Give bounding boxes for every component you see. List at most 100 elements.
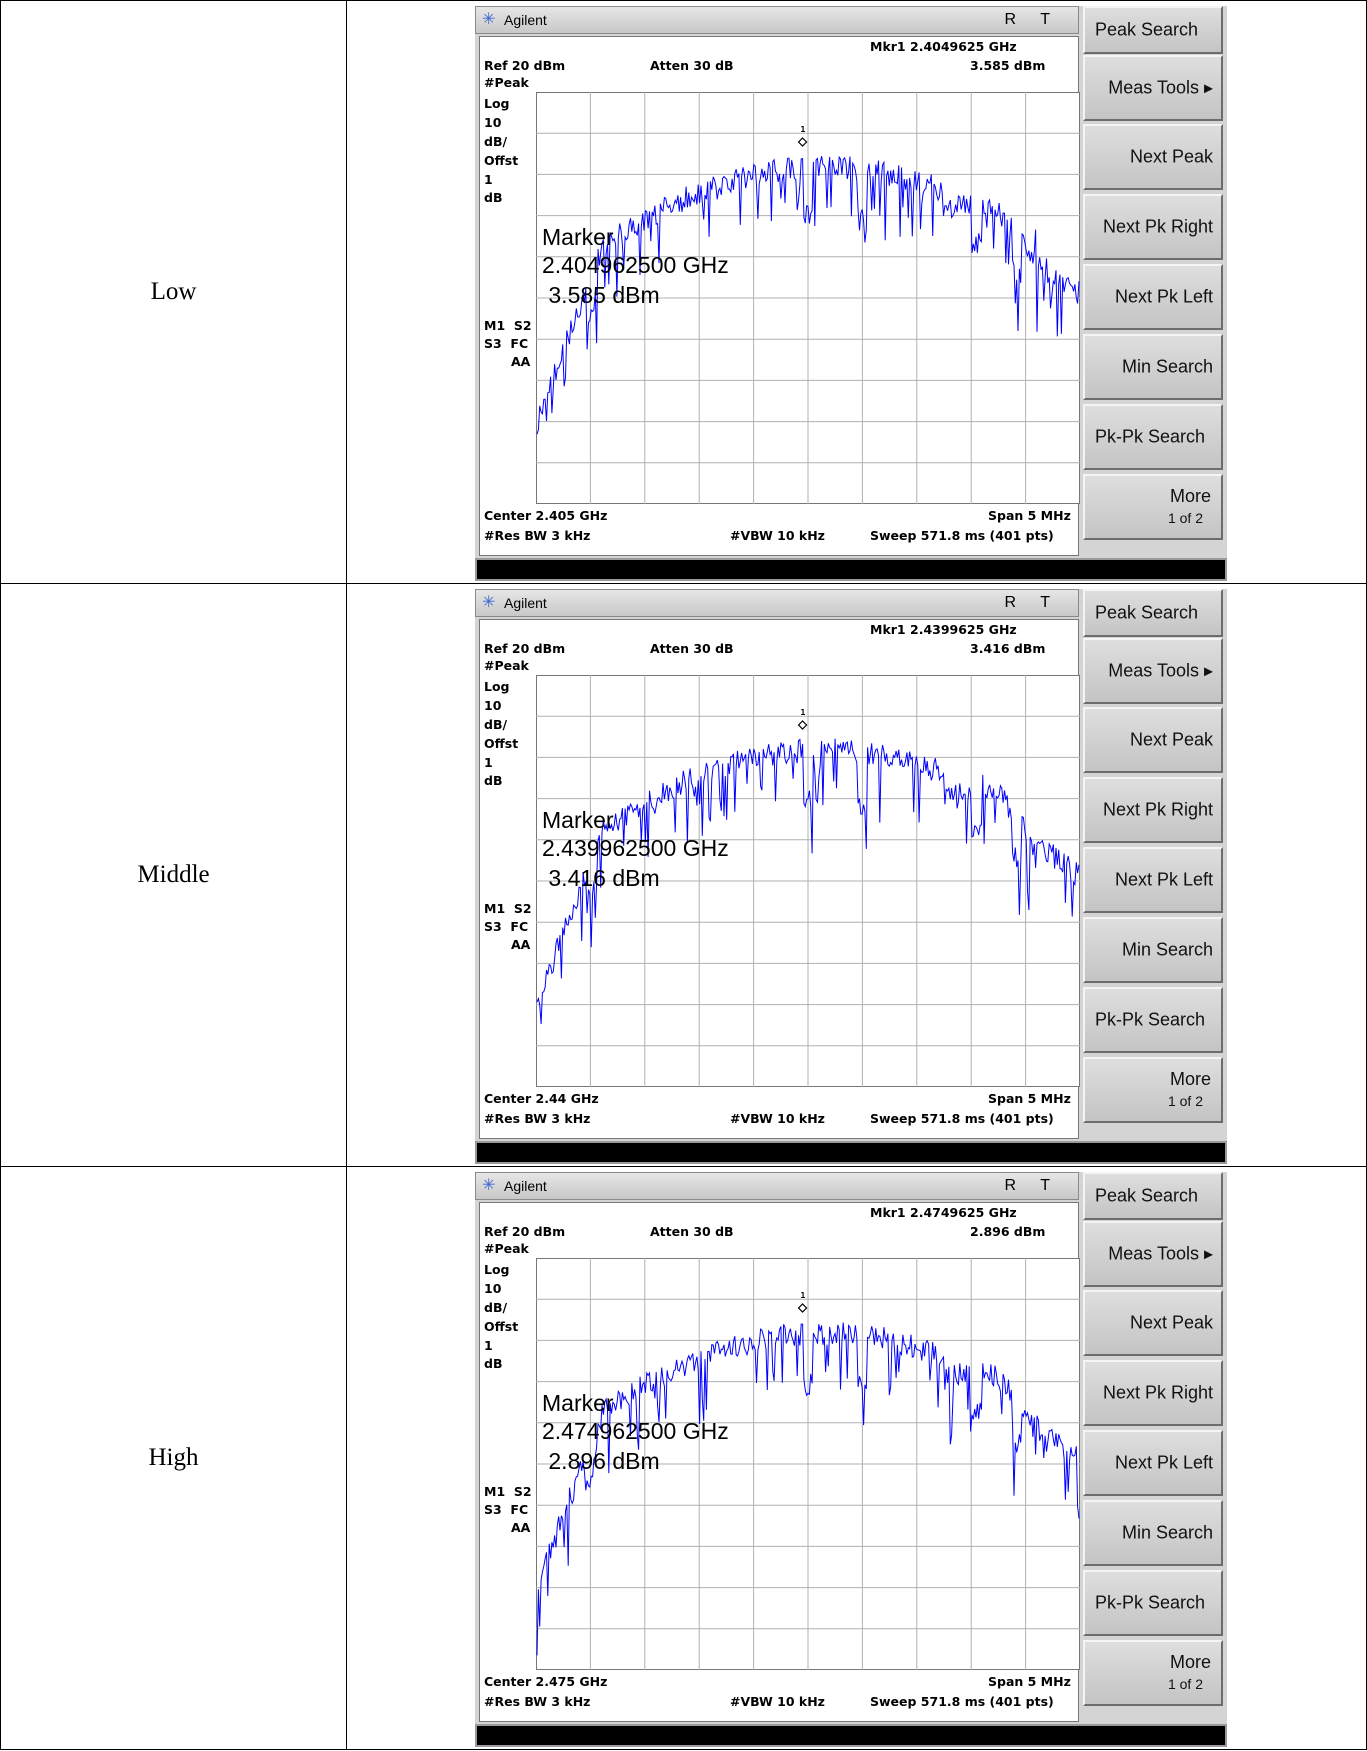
marker-annotation-frequency: 2.474962500 GHz bbox=[542, 1418, 729, 1444]
measurement-display: Mkr1 2.4049625 GHz 3.585 dBm Ref 20 dBm … bbox=[479, 36, 1080, 556]
marker-annotation-frequency: 2.439962500 GHz bbox=[542, 835, 729, 861]
softkey-label: Next Pk Left bbox=[1114, 286, 1213, 307]
softkey-label: Next Pk Right bbox=[1102, 1382, 1213, 1403]
annot-trace-state: S3 FC bbox=[484, 336, 529, 351]
softkey-label: Pk-Pk Search bbox=[1095, 1592, 1206, 1613]
marker-readout-frequency: 2.4049625 GHz bbox=[910, 39, 1017, 54]
marker-readout-frequency: 2.4399625 GHz bbox=[910, 622, 1017, 637]
annot-detector: #Peak bbox=[484, 1241, 529, 1256]
attenuation: Atten 30 dB bbox=[650, 641, 734, 656]
min-search-softkey[interactable]: Min Search bbox=[1083, 334, 1223, 400]
marker-annotation-level: 3.585 dBm bbox=[542, 282, 660, 308]
softkey-label: Min Search bbox=[1121, 939, 1213, 960]
agilent-logo-icon: ✳ bbox=[482, 594, 496, 611]
status-indicators: R T bbox=[1004, 1177, 1060, 1194]
softkey-label: More bbox=[1169, 1069, 1211, 1089]
table-row: Low ✳ Agilent R T Mkr1 2.4049625 GHz 3.5… bbox=[0, 0, 1367, 584]
next-peak-softkey[interactable]: Next Peak bbox=[1083, 124, 1223, 190]
marker-number-label: 1 bbox=[801, 1291, 806, 1300]
peak-search-softkey[interactable]: Peak Search bbox=[1083, 589, 1223, 637]
annot-scale-unit: dB/ bbox=[484, 1300, 508, 1315]
center-frequency: Center 2.44 GHz bbox=[484, 1091, 599, 1106]
reference-level: Ref 20 dBm bbox=[484, 1224, 566, 1239]
video-bandwidth: #VBW 10 kHz bbox=[730, 1111, 825, 1126]
next-peak-softkey[interactable]: Next Peak bbox=[1083, 1290, 1223, 1356]
more-softkey[interactable]: More 1 of 2 bbox=[1083, 1057, 1223, 1123]
peak-search-softkey[interactable]: Peak Search bbox=[1083, 6, 1223, 54]
more-softkey[interactable]: More 1 of 2 bbox=[1083, 1640, 1223, 1706]
more-softkey[interactable]: More 1 of 2 bbox=[1083, 474, 1223, 540]
pk-pk-search-softkey[interactable]: Pk-Pk Search bbox=[1083, 404, 1223, 470]
softkey-label: Meas Tools ▸ bbox=[1108, 1243, 1213, 1264]
measurement-display: Mkr1 2.4749625 GHz 2.896 dBm Ref 20 dBm … bbox=[479, 1202, 1080, 1722]
marker-readout-label: Mkr1 bbox=[870, 622, 906, 637]
softkey-label: Peak Search bbox=[1095, 602, 1199, 623]
meas-tools-softkey[interactable]: Meas Tools ▸ bbox=[1083, 1221, 1223, 1287]
center-frequency: Center 2.405 GHz bbox=[484, 508, 608, 523]
pk-pk-search-softkey[interactable]: Pk-Pk Search bbox=[1083, 987, 1223, 1053]
channel-label: Middle bbox=[0, 583, 347, 1167]
softkey-label: Next Pk Right bbox=[1102, 799, 1213, 820]
pk-pk-search-softkey[interactable]: Pk-Pk Search bbox=[1083, 1570, 1223, 1636]
annot-averaging: AA bbox=[511, 354, 531, 369]
annot-scale-value: 10 bbox=[484, 1281, 502, 1296]
channel-label: High bbox=[0, 1166, 347, 1750]
next-pk-right-softkey[interactable]: Next Pk Right bbox=[1083, 194, 1223, 260]
annot-scale-value: 10 bbox=[484, 698, 502, 713]
softkey-label: More bbox=[1169, 486, 1211, 506]
softkey-page-indicator: 1 of 2 bbox=[1167, 1676, 1203, 1692]
next-pk-left-softkey[interactable]: Next Pk Left bbox=[1083, 1430, 1223, 1496]
title-bar: ✳ Agilent R T bbox=[475, 1172, 1079, 1200]
measurement-display: Mkr1 2.4399625 GHz 3.416 dBm Ref 20 dBm … bbox=[479, 619, 1080, 1139]
resolution-bandwidth: #Res BW 3 kHz bbox=[484, 528, 591, 543]
spectrum-plot: 1 bbox=[536, 1258, 1080, 1670]
marker-readout-level: 3.416 dBm bbox=[970, 641, 1046, 656]
min-search-softkey[interactable]: Min Search bbox=[1083, 917, 1223, 983]
annot-offset-value: 1 bbox=[484, 755, 493, 770]
next-peak-softkey[interactable]: Next Peak bbox=[1083, 707, 1223, 773]
status-indicators: R T bbox=[1004, 11, 1060, 28]
softkey-label: More bbox=[1169, 1652, 1211, 1672]
softkey-label: Next Pk Left bbox=[1114, 869, 1213, 890]
annot-trace-mode: M1 S2 bbox=[484, 1484, 532, 1499]
status-indicators: R T bbox=[1004, 594, 1060, 611]
annot-trace-state: S3 FC bbox=[484, 1502, 529, 1517]
agilent-logo-icon: ✳ bbox=[482, 11, 496, 28]
softkey-label: Next Peak bbox=[1129, 1312, 1213, 1333]
title-bar: ✳ Agilent R T bbox=[475, 589, 1079, 617]
marker-readout-frequency: 2.4749625 GHz bbox=[910, 1205, 1017, 1220]
next-pk-right-softkey[interactable]: Next Pk Right bbox=[1083, 1360, 1223, 1426]
meas-tools-softkey[interactable]: Meas Tools ▸ bbox=[1083, 55, 1223, 121]
marker-annotation-frequency: 2.404962500 GHz bbox=[542, 252, 729, 278]
min-search-softkey[interactable]: Min Search bbox=[1083, 1500, 1223, 1566]
spectrum-trace bbox=[536, 1322, 1080, 1656]
center-frequency: Center 2.475 GHz bbox=[484, 1674, 608, 1689]
annot-trace-state: S3 FC bbox=[484, 919, 529, 934]
marker-number-label: 1 bbox=[801, 125, 806, 134]
annot-scale-type: Log bbox=[484, 96, 510, 111]
marker-readout-level: 3.585 dBm bbox=[970, 58, 1046, 73]
analyzer-screenshot-cell: ✳ Agilent R T Mkr1 2.4749625 GHz 2.896 d… bbox=[346, 1166, 1367, 1750]
peak-search-softkey[interactable]: Peak Search bbox=[1083, 1172, 1223, 1220]
annot-offset-value: 1 bbox=[484, 1338, 493, 1353]
next-pk-left-softkey[interactable]: Next Pk Left bbox=[1083, 264, 1223, 330]
channel-label: Low bbox=[0, 0, 347, 584]
softkey-page-indicator: 1 of 2 bbox=[1167, 510, 1203, 526]
softkey-page-indicator: 1 of 2 bbox=[1167, 1093, 1203, 1109]
meas-tools-softkey[interactable]: Meas Tools ▸ bbox=[1083, 638, 1223, 704]
next-pk-right-softkey[interactable]: Next Pk Right bbox=[1083, 777, 1223, 843]
video-bandwidth: #VBW 10 kHz bbox=[730, 528, 825, 543]
next-pk-left-softkey[interactable]: Next Pk Left bbox=[1083, 847, 1223, 913]
softkey-label: Next Peak bbox=[1129, 146, 1213, 167]
status-bar bbox=[475, 558, 1227, 581]
annot-trace-mode: M1 S2 bbox=[484, 318, 532, 333]
sweep-time: Sweep 571.8 ms (401 pts) bbox=[870, 528, 1054, 543]
brand-name: Agilent bbox=[504, 12, 547, 28]
marker-annotation-title: Marker bbox=[542, 807, 614, 833]
annot-scale-unit: dB/ bbox=[484, 717, 508, 732]
annot-detector: #Peak bbox=[484, 75, 529, 90]
agilent-logo-icon: ✳ bbox=[482, 1177, 496, 1194]
marker-readout-label: Mkr1 bbox=[870, 1205, 906, 1220]
annot-detector: #Peak bbox=[484, 658, 529, 673]
